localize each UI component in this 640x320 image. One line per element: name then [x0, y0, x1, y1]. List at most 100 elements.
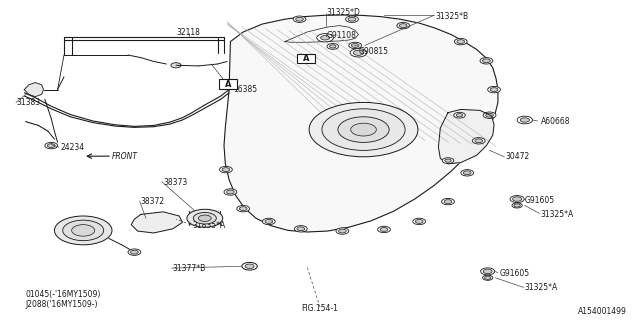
- Circle shape: [461, 170, 474, 176]
- Circle shape: [483, 59, 490, 63]
- Text: 31377*B: 31377*B: [173, 264, 206, 273]
- Circle shape: [222, 168, 230, 172]
- Text: 31325*A: 31325*A: [525, 284, 558, 292]
- Circle shape: [513, 197, 522, 201]
- Circle shape: [45, 142, 58, 149]
- Polygon shape: [24, 83, 44, 97]
- Circle shape: [444, 200, 452, 204]
- Text: A: A: [225, 80, 231, 89]
- Circle shape: [483, 112, 496, 118]
- Circle shape: [220, 166, 232, 173]
- Text: FIG.154-1: FIG.154-1: [301, 304, 339, 313]
- Text: 38373: 38373: [163, 178, 188, 187]
- Text: G91108: G91108: [326, 31, 356, 40]
- Circle shape: [293, 16, 306, 22]
- Circle shape: [442, 158, 454, 164]
- Text: 31835*A: 31835*A: [192, 221, 225, 230]
- Circle shape: [399, 24, 407, 28]
- Circle shape: [294, 226, 307, 232]
- Circle shape: [242, 262, 257, 270]
- Circle shape: [475, 139, 483, 143]
- FancyBboxPatch shape: [219, 79, 237, 89]
- Text: 31383: 31383: [16, 98, 40, 107]
- Circle shape: [350, 49, 367, 57]
- FancyBboxPatch shape: [297, 54, 315, 63]
- Circle shape: [353, 50, 364, 55]
- Circle shape: [346, 16, 358, 22]
- Circle shape: [317, 34, 333, 42]
- Circle shape: [224, 189, 237, 195]
- Circle shape: [457, 40, 465, 44]
- Circle shape: [72, 225, 95, 236]
- Circle shape: [297, 227, 305, 231]
- Text: 32118: 32118: [177, 28, 201, 36]
- Circle shape: [520, 118, 529, 122]
- Circle shape: [351, 123, 376, 136]
- Circle shape: [265, 220, 273, 223]
- Circle shape: [378, 226, 390, 233]
- Circle shape: [309, 102, 418, 157]
- Circle shape: [47, 144, 55, 148]
- Text: G91605: G91605: [525, 196, 555, 204]
- Circle shape: [514, 204, 520, 207]
- Circle shape: [413, 218, 426, 225]
- Text: 30472: 30472: [506, 152, 530, 161]
- Circle shape: [237, 205, 250, 212]
- Circle shape: [296, 17, 303, 21]
- Circle shape: [480, 58, 493, 64]
- Text: FRONT: FRONT: [112, 152, 138, 161]
- Circle shape: [517, 116, 532, 124]
- Circle shape: [456, 114, 463, 117]
- Circle shape: [463, 171, 471, 175]
- Circle shape: [512, 203, 522, 208]
- Text: A60668: A60668: [541, 117, 570, 126]
- Circle shape: [54, 216, 112, 245]
- Circle shape: [336, 228, 349, 234]
- Circle shape: [486, 113, 493, 117]
- Circle shape: [171, 63, 181, 68]
- Polygon shape: [224, 15, 498, 232]
- Text: 31325*A: 31325*A: [541, 210, 574, 219]
- Circle shape: [338, 117, 389, 142]
- Text: 24234: 24234: [61, 143, 85, 152]
- Circle shape: [321, 36, 330, 40]
- Circle shape: [198, 215, 211, 221]
- Circle shape: [349, 42, 362, 49]
- Circle shape: [488, 86, 500, 93]
- Circle shape: [454, 112, 465, 118]
- Circle shape: [131, 250, 138, 254]
- Polygon shape: [438, 109, 494, 164]
- Text: J2088('16MY1509-): J2088('16MY1509-): [26, 300, 98, 309]
- Circle shape: [397, 22, 410, 29]
- Circle shape: [415, 220, 423, 223]
- Circle shape: [484, 276, 491, 279]
- Text: 01045(-'16MY1509): 01045(-'16MY1509): [26, 290, 101, 299]
- Circle shape: [442, 198, 454, 205]
- Circle shape: [483, 275, 493, 280]
- Circle shape: [490, 88, 498, 92]
- Circle shape: [327, 44, 339, 49]
- Circle shape: [380, 228, 388, 231]
- Circle shape: [472, 138, 485, 144]
- Circle shape: [351, 44, 359, 47]
- Circle shape: [239, 207, 247, 211]
- Circle shape: [339, 229, 346, 233]
- Circle shape: [348, 17, 356, 21]
- Circle shape: [245, 264, 254, 268]
- Circle shape: [128, 249, 141, 255]
- Circle shape: [63, 220, 104, 241]
- Text: G90815: G90815: [358, 47, 388, 56]
- Text: 38372: 38372: [141, 197, 165, 206]
- Text: G91605: G91605: [499, 269, 529, 278]
- Circle shape: [322, 109, 405, 150]
- Circle shape: [510, 196, 524, 203]
- Text: 31325*B: 31325*B: [435, 12, 468, 20]
- Circle shape: [481, 268, 495, 275]
- Text: 31325*D: 31325*D: [326, 8, 360, 17]
- Circle shape: [454, 38, 467, 45]
- Circle shape: [445, 159, 451, 162]
- Text: A154001499: A154001499: [579, 308, 627, 316]
- Circle shape: [187, 209, 223, 227]
- Circle shape: [227, 190, 234, 194]
- Circle shape: [193, 212, 216, 224]
